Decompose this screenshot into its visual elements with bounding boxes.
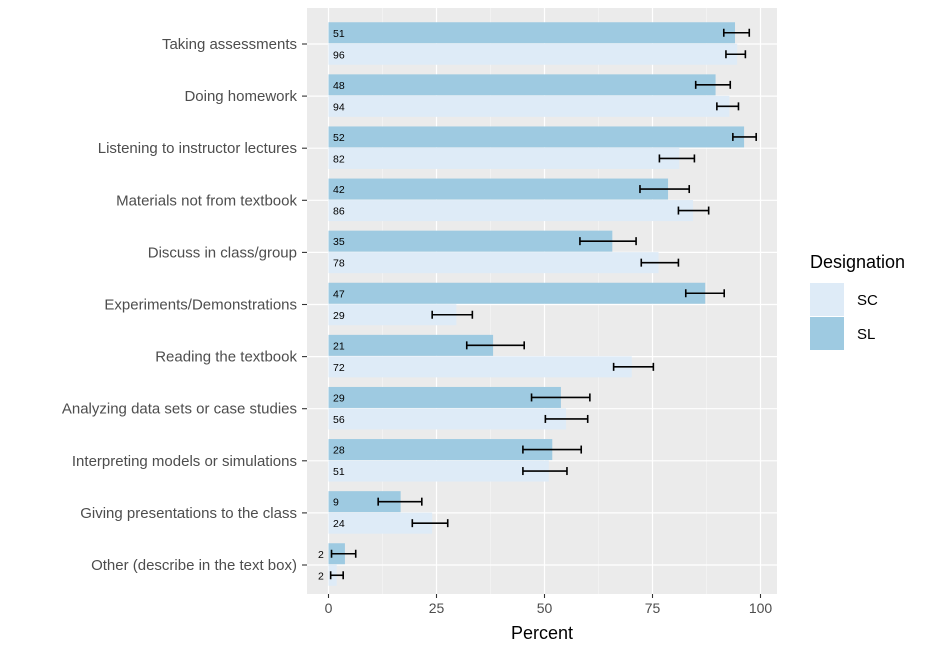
legend-swatch-sl: [810, 317, 844, 350]
bar-sl: [328, 282, 706, 304]
count-label-sc: 72: [333, 362, 345, 374]
count-label-sl: 48: [333, 80, 345, 92]
bar-sl: [328, 22, 736, 44]
bar-sc: [328, 43, 738, 65]
bar-sl: [328, 178, 669, 200]
error-bar-sc: [329, 571, 344, 580]
legend-label-sc: SC: [857, 292, 878, 309]
bar-sl: [328, 74, 716, 96]
count-label-sl: 21: [333, 340, 345, 352]
bar-sl: [328, 230, 613, 252]
category-label: Experiments/Demonstrations: [104, 297, 297, 314]
error-bar-sl: [639, 185, 691, 194]
bar-sc: [328, 408, 567, 430]
bar-sc: [328, 200, 694, 222]
x-tick-label: 75: [645, 600, 661, 616]
count-label-sc: 51: [333, 466, 345, 478]
x-tick-label: 25: [429, 600, 445, 616]
bars: [328, 22, 745, 586]
error-bar-sc: [658, 154, 696, 163]
count-label-sl: 42: [333, 184, 345, 196]
bar-sc: [328, 356, 632, 378]
error-bar-sc: [522, 467, 568, 476]
error-bar-sl: [694, 80, 732, 89]
error-bars: [329, 28, 757, 580]
count-label-sl: 52: [333, 132, 345, 144]
error-bar-sl: [722, 28, 751, 37]
bar-sl: [328, 126, 745, 148]
error-bar-sc: [640, 258, 680, 267]
x-tick-label: 0: [325, 600, 333, 616]
error-bar-sc: [431, 310, 474, 319]
bar-sc: [328, 95, 730, 117]
category-label: Interpreting models or simulations: [72, 453, 297, 470]
category-label: Analyzing data sets or case studies: [62, 401, 297, 418]
y-axis: Taking assessments Doing homework Listenin…: [62, 36, 307, 574]
count-label-sc: 29: [333, 310, 345, 322]
error-bar-sl: [579, 237, 637, 246]
count-label-sc: 78: [333, 258, 345, 270]
error-bar-sc: [716, 102, 740, 111]
count-labels: 51 96 48 94 52 82 42 86 35 78 47 29 21 72 29 56 28 51 9 24 2…: [318, 28, 345, 583]
x-axis: 0 25 50 75 100: [325, 594, 773, 616]
count-label-sl: 28: [333, 445, 345, 457]
legend-label-sl: SL: [857, 326, 875, 343]
count-label-sc: 86: [333, 206, 345, 218]
legend: Designation SC SL: [810, 252, 905, 350]
x-tick-label: 50: [537, 600, 553, 616]
error-bar-sl: [684, 289, 726, 298]
count-label-sc: 94: [333, 101, 345, 113]
x-tick-label: 100: [749, 600, 773, 616]
count-label-sl: 51: [333, 28, 345, 40]
bar-sl: [328, 334, 494, 356]
count-label-sc: 56: [333, 414, 345, 426]
count-label-sl: 35: [333, 236, 345, 248]
count-label-sl: 29: [333, 392, 345, 404]
error-bar-sl: [330, 549, 357, 558]
bar-sc: [328, 304, 457, 326]
category-label: Discuss in class/group: [148, 244, 297, 261]
category-label: Doing homework: [184, 88, 297, 105]
count-label-sl: 9: [333, 497, 339, 509]
count-label-sl: 47: [333, 288, 345, 300]
bar-sc: [328, 147, 680, 169]
error-bar-sl: [530, 393, 591, 402]
legend-swatch-sc: [810, 283, 844, 316]
error-bar-sc: [612, 362, 655, 371]
bar-sc: [328, 252, 659, 274]
error-bar-sc: [677, 206, 710, 215]
error-bar-sl: [732, 132, 757, 141]
count-label-sc: 96: [333, 49, 345, 61]
error-bar-sc: [411, 519, 449, 528]
count-label-sc: 24: [333, 518, 345, 530]
bar-sl: [328, 386, 561, 408]
category-label: Taking assessments: [162, 36, 297, 53]
error-bar-sc: [725, 50, 747, 59]
error-bar-sl: [465, 341, 525, 350]
category-label: Giving presentations to the class: [80, 505, 297, 522]
bar-sl: [328, 491, 401, 513]
bar-sc: [328, 512, 433, 534]
category-label: Listening to instructor lectures: [98, 140, 297, 157]
bar-sc: [328, 460, 549, 482]
count-label-sl: 2: [318, 549, 324, 561]
count-label-sc: 2: [318, 570, 324, 582]
bar-sl: [328, 439, 553, 461]
x-axis-title: Percent: [511, 623, 573, 643]
category-label: Materials not from textbook: [116, 192, 297, 209]
count-label-sc: 82: [333, 153, 345, 165]
error-bar-sl: [522, 445, 583, 454]
error-bar-sl: [377, 497, 423, 506]
error-bar-sc: [544, 414, 589, 423]
category-label: Reading the textbook: [155, 349, 297, 366]
category-label: Other (describe in the text box): [91, 557, 297, 574]
legend-title: Designation: [810, 252, 905, 272]
